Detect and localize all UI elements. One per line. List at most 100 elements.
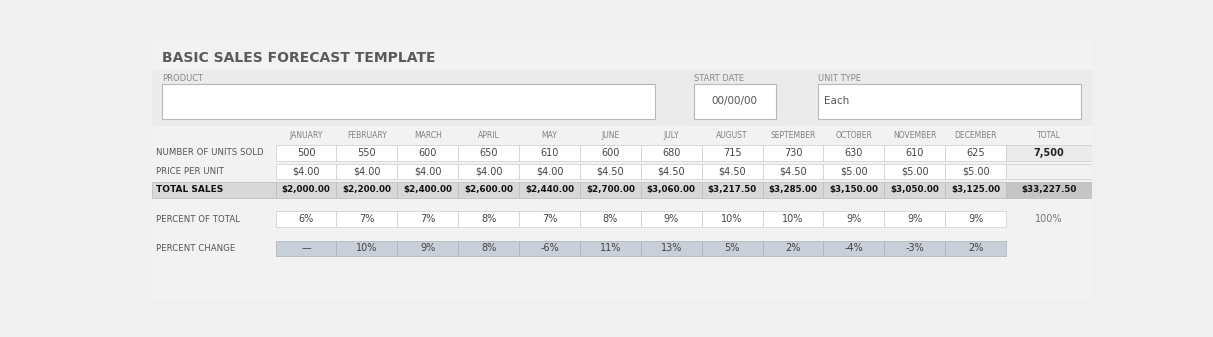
Bar bbox=[580, 182, 640, 197]
Bar bbox=[336, 241, 398, 256]
Text: $4.00: $4.00 bbox=[475, 166, 502, 176]
Text: 5%: 5% bbox=[724, 243, 740, 253]
Bar bbox=[945, 164, 1006, 179]
Text: $4.50: $4.50 bbox=[718, 166, 746, 176]
Text: 9%: 9% bbox=[664, 214, 679, 224]
Text: 9%: 9% bbox=[847, 214, 861, 224]
Text: -3%: -3% bbox=[905, 243, 924, 253]
Text: 8%: 8% bbox=[603, 214, 617, 224]
Text: 7,500: 7,500 bbox=[1033, 148, 1064, 158]
Bar bbox=[945, 211, 1006, 227]
Text: $4.50: $4.50 bbox=[779, 166, 807, 176]
Bar bbox=[275, 241, 336, 256]
Bar bbox=[580, 145, 640, 160]
Bar bbox=[763, 211, 824, 227]
Text: OCTOBER: OCTOBER bbox=[836, 131, 872, 140]
Text: $5.00: $5.00 bbox=[841, 166, 867, 176]
Bar bbox=[1006, 145, 1092, 160]
Bar bbox=[824, 182, 884, 197]
Bar bbox=[701, 241, 763, 256]
Text: $2,600.00: $2,600.00 bbox=[465, 185, 513, 194]
Bar bbox=[824, 164, 884, 179]
Text: APRIL: APRIL bbox=[478, 131, 500, 140]
Text: 2%: 2% bbox=[785, 243, 801, 253]
Bar bbox=[818, 84, 1081, 119]
Bar bbox=[640, 241, 701, 256]
Text: $5.00: $5.00 bbox=[962, 166, 990, 176]
Text: 100%: 100% bbox=[1035, 214, 1063, 224]
Bar bbox=[336, 211, 398, 227]
Bar bbox=[763, 182, 824, 197]
Text: $3,125.00: $3,125.00 bbox=[951, 185, 1001, 194]
Text: $4.50: $4.50 bbox=[597, 166, 625, 176]
Text: START DATE: START DATE bbox=[694, 74, 744, 83]
Bar bbox=[336, 164, 398, 179]
Bar bbox=[701, 211, 763, 227]
Text: JANUARY: JANUARY bbox=[290, 131, 323, 140]
Bar bbox=[336, 182, 398, 197]
Text: 7%: 7% bbox=[359, 214, 375, 224]
Bar bbox=[398, 211, 459, 227]
Text: 610: 610 bbox=[540, 148, 559, 158]
Bar bbox=[884, 211, 945, 227]
Bar bbox=[275, 211, 336, 227]
Bar bbox=[945, 182, 1006, 197]
Bar bbox=[152, 182, 275, 197]
Bar bbox=[945, 241, 1006, 256]
Text: $2,200.00: $2,200.00 bbox=[342, 185, 392, 194]
Bar bbox=[519, 182, 580, 197]
Bar bbox=[884, 145, 945, 160]
Bar bbox=[459, 164, 519, 179]
Bar bbox=[275, 182, 336, 197]
Bar bbox=[519, 241, 580, 256]
Bar bbox=[640, 182, 701, 197]
Bar bbox=[398, 182, 459, 197]
Text: 10%: 10% bbox=[722, 214, 742, 224]
Bar bbox=[398, 241, 459, 256]
Text: -4%: -4% bbox=[844, 243, 864, 253]
Bar bbox=[519, 211, 580, 227]
Text: $2,400.00: $2,400.00 bbox=[403, 185, 452, 194]
Bar bbox=[1006, 164, 1092, 179]
Text: 10%: 10% bbox=[357, 243, 377, 253]
Text: 8%: 8% bbox=[482, 243, 496, 253]
Text: 2%: 2% bbox=[968, 243, 984, 253]
Text: 680: 680 bbox=[662, 148, 680, 158]
Text: $5.00: $5.00 bbox=[901, 166, 928, 176]
Bar bbox=[336, 145, 398, 160]
Bar bbox=[580, 164, 640, 179]
Text: 730: 730 bbox=[784, 148, 802, 158]
Bar bbox=[152, 70, 1092, 125]
Text: PRODUCT: PRODUCT bbox=[163, 74, 204, 83]
Text: UNIT TYPE: UNIT TYPE bbox=[818, 74, 861, 83]
Text: PERCENT OF TOTAL: PERCENT OF TOTAL bbox=[156, 215, 240, 223]
Text: $4.00: $4.00 bbox=[353, 166, 381, 176]
Bar bbox=[824, 211, 884, 227]
Text: 8%: 8% bbox=[482, 214, 496, 224]
Bar bbox=[640, 211, 701, 227]
Bar bbox=[580, 211, 640, 227]
Text: 715: 715 bbox=[723, 148, 741, 158]
Bar bbox=[459, 145, 519, 160]
Text: 630: 630 bbox=[844, 148, 862, 158]
Bar bbox=[275, 164, 336, 179]
Text: $4.00: $4.00 bbox=[536, 166, 563, 176]
Text: $2,000.00: $2,000.00 bbox=[281, 185, 330, 194]
Text: $4.50: $4.50 bbox=[657, 166, 685, 176]
Text: $3,150.00: $3,150.00 bbox=[830, 185, 878, 194]
Bar bbox=[640, 164, 701, 179]
Text: 11%: 11% bbox=[599, 243, 621, 253]
Text: $3,060.00: $3,060.00 bbox=[647, 185, 696, 194]
Bar bbox=[884, 164, 945, 179]
Text: —: — bbox=[301, 243, 311, 253]
Text: 13%: 13% bbox=[661, 243, 682, 253]
Bar bbox=[763, 145, 824, 160]
Text: -6%: -6% bbox=[540, 243, 559, 253]
Text: 625: 625 bbox=[967, 148, 985, 158]
Text: 500: 500 bbox=[297, 148, 315, 158]
Text: 9%: 9% bbox=[420, 243, 435, 253]
Bar bbox=[763, 164, 824, 179]
Text: AUGUST: AUGUST bbox=[717, 131, 748, 140]
Text: 9%: 9% bbox=[968, 214, 984, 224]
Bar bbox=[824, 241, 884, 256]
